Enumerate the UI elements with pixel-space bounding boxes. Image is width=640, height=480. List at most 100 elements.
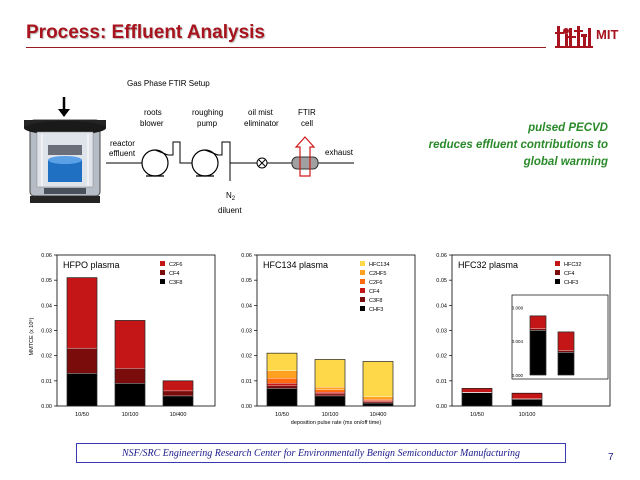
hfpo-x-tick-label: 10/50 xyxy=(75,412,89,418)
hfc134-bar-segment xyxy=(266,370,298,379)
hfc32-legend-label: CF4 xyxy=(564,271,574,277)
hfc134-bar-segment xyxy=(266,383,298,387)
footer-banner: NSF/SRC Engineering Research Center for … xyxy=(76,443,566,463)
exhaust-label: exhaust xyxy=(325,148,354,157)
hfpo-bar-segment xyxy=(162,390,194,397)
mit-seal-logo xyxy=(555,26,593,48)
hfc32-y-tick-label: 0.02 xyxy=(436,354,447,360)
oil-mist-eliminator-icon xyxy=(256,157,268,169)
hfc134-bar-segment xyxy=(314,386,346,390)
hfc134-chart-title: HFC134 plasma xyxy=(263,260,328,270)
hfc134-bar-segment xyxy=(266,385,298,389)
hfpo-bar-segment xyxy=(162,395,194,407)
hfpo-bar-segment xyxy=(66,347,98,374)
y-axis-label: MMTCE (x 10⁶) xyxy=(28,317,35,355)
hfc134-legend-swatch xyxy=(360,297,365,302)
hfc134-bar-segment xyxy=(266,378,298,384)
hfc32-inset-bar-segment xyxy=(529,328,547,331)
hfc32-x-tick-label: 10/100 xyxy=(519,412,536,418)
hfc134-y-tick-label: 0.00 xyxy=(241,404,252,410)
hfc134-bar-segment xyxy=(362,399,394,401)
hfc134-y-tick-label: 0.05 xyxy=(241,278,252,284)
hfc134-bar-segment xyxy=(314,392,346,395)
hfpo-bar-outline xyxy=(162,380,194,407)
hfc134-bar-segment xyxy=(362,401,394,404)
pump-label: pump xyxy=(197,119,218,128)
cell-label: cell xyxy=(301,119,313,128)
hfc134-bar-outline xyxy=(362,361,394,407)
hfc32-inset-bar-segment xyxy=(557,352,575,376)
hfc32-plasma-chart: 0.00 0.01 0.02 0.03 0.04 0.05 0.06 HFC32 plasma… xyxy=(436,253,611,418)
hfc32-inset-y-tick-label: 0.008 xyxy=(512,305,524,310)
hfc32-bar-segment xyxy=(511,399,543,407)
hfc32-y-tick-label: 0.06 xyxy=(436,253,447,259)
pipe-lines xyxy=(106,141,354,176)
callout-line-2: reduces effluent contributions to xyxy=(428,139,608,151)
hfc32-legend-label: HFC32 xyxy=(564,262,581,268)
page-number: 7 xyxy=(608,452,614,463)
roughing-pump-icon xyxy=(191,149,219,177)
hfc32-inset-bar-segment xyxy=(557,331,575,351)
hfpo-y-tick-label: 0.01 xyxy=(41,379,52,385)
hfc134-legend-swatch xyxy=(360,288,365,293)
hfpo-bar-segment xyxy=(114,383,146,407)
roots-blower-icon xyxy=(141,149,169,177)
hfpo-legend-swatch xyxy=(160,270,165,275)
hfc134-legend-swatch xyxy=(360,270,365,275)
hfc134-bar-outline xyxy=(266,352,298,407)
hfc32-inset-bar-segment xyxy=(529,315,547,329)
blower-label: blower xyxy=(140,119,164,128)
hfc32-bar-segment xyxy=(461,388,493,393)
hfc32-inset-bar-outline xyxy=(557,331,575,376)
diagram-title: Gas Phase FTIR Setup xyxy=(127,79,210,88)
hfpo-bar-segment xyxy=(114,368,146,384)
title-divider xyxy=(26,47,546,48)
hfpo-x-tick-label: 10/400 xyxy=(170,412,187,418)
effluent-label: effluent xyxy=(109,149,136,158)
hfc134-bar-segment xyxy=(362,361,394,397)
hfc134-legend-swatch xyxy=(360,306,365,311)
ftir-cell-icon xyxy=(291,136,319,177)
hfpo-y-tick-label: 0.04 xyxy=(41,303,52,309)
callout-text: pulsed PECVD reduces effluent contributi… xyxy=(388,120,608,171)
hfpo-bar-outline xyxy=(114,320,146,407)
hfc32-inset-bar-segment xyxy=(557,350,575,353)
hfc32-y-tick-label: 0.04 xyxy=(436,303,447,309)
hfpo-x-tick-label: 10/100 xyxy=(122,412,139,418)
hfc134-y-tick-label: 0.02 xyxy=(241,354,252,360)
ftir-setup-diagram: Gas Phase FTIR Setup reactor effluent ro… xyxy=(24,79,354,215)
n2-label: N2 xyxy=(226,191,236,202)
reactor-inlet-arrow-icon xyxy=(58,97,70,117)
hfc32-inset-y-tick-label: 0.000 xyxy=(512,373,524,378)
hfc32-chart-title: HFC32 plasma xyxy=(458,260,518,270)
hfc134-legend-label: C2F6 xyxy=(369,280,382,286)
hfpo-y-tick-label: 0.06 xyxy=(41,253,52,259)
hfc134-bar-segment xyxy=(266,388,298,407)
hfc32-y-tick-label: 0.01 xyxy=(436,379,447,385)
footer-text: NSF/SRC Engineering Research Center for … xyxy=(121,447,521,459)
hfc134-plasma-chart: 0.00 0.01 0.02 0.03 0.04 0.05 0.06 HFC134 plasm… xyxy=(241,253,416,426)
hfpo-legend-label: C3F8 xyxy=(169,280,182,286)
x-axis-label: deposition pulse rate (ms on/off time) xyxy=(291,420,382,426)
hfpo-legend-label: CF4 xyxy=(169,271,179,277)
hfc134-x-tick-label: 10/400 xyxy=(370,412,387,418)
hfpo-bar-segment xyxy=(66,277,98,349)
hfc134-legend-label: C3F8 xyxy=(369,298,382,304)
hfc134-bar-segment xyxy=(266,353,298,371)
hfc134-x-tick-label: 10/100 xyxy=(322,412,339,418)
hfc134-legend-label: CF4 xyxy=(369,289,379,295)
hfc134-bar-segment xyxy=(314,395,346,407)
hfpo-y-tick-label: 0.00 xyxy=(41,404,52,410)
hfc134-bar-segment xyxy=(314,393,346,397)
hfc134-y-tick-label: 0.01 xyxy=(241,379,252,385)
roughing-label: roughing xyxy=(192,108,223,117)
hfpo-y-tick-label: 0.02 xyxy=(41,354,52,360)
hfc32-legend-label: CHF3 xyxy=(564,280,578,286)
hfc134-bar-outline xyxy=(314,359,346,407)
mit-logo-text: MIT xyxy=(596,27,619,42)
hfc134-bar-segment xyxy=(314,359,346,388)
hfc32-x-tick-label: 10/50 xyxy=(470,412,484,418)
hfc134-legend-swatch xyxy=(360,261,365,266)
oil-mist-label: oil mist xyxy=(248,108,274,117)
hfc134-legend-label: CHF3 xyxy=(369,307,383,313)
